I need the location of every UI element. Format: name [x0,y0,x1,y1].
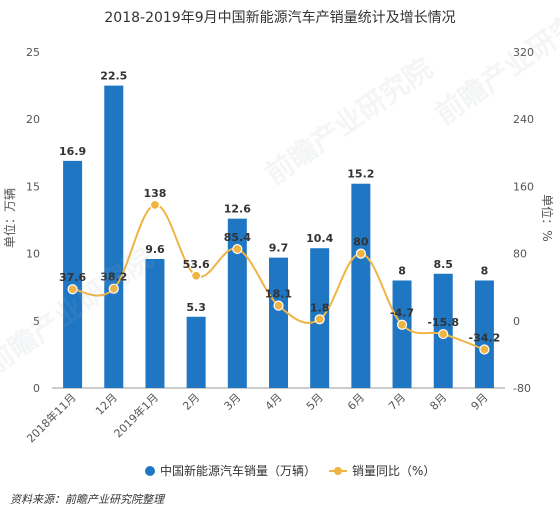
line-point [479,344,490,355]
bar [351,183,371,388]
left-tick-label: 20 [26,113,40,126]
bar-value-label: 10.4 [306,232,333,245]
x-tick-label: 7月 [386,391,408,413]
right-tick-label: -80 [513,382,531,395]
right-tick-label: 240 [513,113,534,126]
bar [227,218,247,388]
line-value-label: 138 [143,187,166,200]
bar [392,280,412,388]
line-series [67,199,490,355]
line-point [191,270,202,281]
right-tick-label: 0 [513,315,520,328]
source-note: 资料来源：前瞻产业研究院整理 [10,493,164,506]
line-value-label: 85.4 [224,231,251,244]
line-point [355,248,366,259]
bar-series [63,85,494,388]
bar-value-label: 8 [398,264,406,277]
x-tick-label: 2月 [180,391,202,413]
bar-value-label: 9.6 [145,243,165,256]
left-tick-label: 15 [26,180,40,193]
bar [63,160,83,388]
x-tick-label: 2019年1月 [111,390,161,440]
left-axis-label: 单位：万辆 [2,188,17,248]
bar-value-label: 9.7 [269,242,289,255]
line-value-label: -4.7 [390,307,414,320]
x-tick-label: 9月 [469,391,491,413]
left-tick-label: 0 [33,382,40,395]
x-tick-label: 3月 [222,391,244,413]
x-tick-label: 12月 [93,391,120,418]
line-point [108,283,119,294]
x-tick-label: 8月 [427,391,449,413]
x-tick-label: 6月 [345,391,367,413]
left-tick-label: 25 [26,46,40,59]
bar [104,85,124,388]
line-value-label: 80 [353,236,369,249]
line-point [67,284,78,295]
legend-line-label: 销量同比（%） [352,464,435,478]
bar-value-label: 5.3 [186,301,206,314]
right-tick-labels: -80 0 80 160 240 320 [513,46,534,395]
bar [474,280,494,388]
right-axis-label: 单位：% [540,194,555,241]
bar-value-label: 15.2 [347,168,374,181]
legend: 中国新能源汽车销量（万辆） 销量同比（%） [145,463,435,478]
line-point [232,243,243,255]
right-tick-label: 320 [513,46,534,59]
bar [145,258,165,388]
bar-value-label: 8 [481,264,489,277]
line-point [314,314,325,325]
line-point [149,199,161,210]
x-tick-label: 5月 [304,391,326,413]
line-value-label: 37.6 [59,271,86,284]
bar-value-label: 22.5 [100,70,127,83]
bar-value-label: 8.5 [433,258,453,271]
left-tick-label: 10 [26,248,40,261]
chart-title: 2018-2019年9月中国新能源汽车产销量统计及增长情况 [104,9,455,26]
legend-bar-marker [145,466,155,476]
line-value-label: 1.8 [310,301,330,314]
bar-labels: 16.9 22.5 9.6 5.3 12.6 9.7 10.4 15.2 8 8.5 8 [59,70,488,314]
line-value-label: 18.1 [265,288,292,301]
x-tick-label: 2018年11月 [24,390,79,445]
x-tick-label: 4月 [263,391,285,413]
right-tick-label: 80 [513,248,527,261]
line-value-label: -34.2 [469,332,501,345]
bar [186,316,206,388]
bar-value-label: 16.9 [59,145,86,158]
legend-bar-label: 中国新能源汽车销量（万辆） [160,463,316,478]
line-value-label: -15.8 [427,316,459,329]
line-point [396,319,408,330]
line-value-label: 53.6 [183,258,210,271]
left-tick-labels: 0 5 10 15 20 25 [26,46,40,395]
line-point [438,328,449,340]
line-labels: 37.6 38.2 138 53.6 85.4 18.1 1.8 80 -4.7 -15.8 -34… [59,187,500,345]
line-point [273,300,284,311]
bar [269,257,288,388]
left-tick-label: 5 [33,315,40,328]
bar-value-label: 12.6 [224,203,251,216]
legend-line-dot [334,467,342,475]
line-value-label: 38.2 [100,271,127,284]
right-tick-label: 160 [513,180,534,193]
